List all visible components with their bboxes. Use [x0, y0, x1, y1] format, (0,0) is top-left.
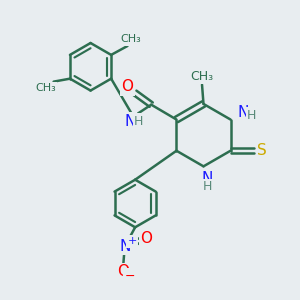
Text: CH₃: CH₃	[190, 70, 214, 83]
Text: N: N	[119, 239, 130, 254]
Text: CH₃: CH₃	[121, 34, 141, 44]
Text: N: N	[201, 171, 213, 186]
Text: H: H	[202, 180, 212, 193]
Text: +: +	[128, 236, 137, 246]
Text: O: O	[140, 231, 152, 246]
Text: N: N	[124, 113, 136, 128]
Text: O: O	[122, 79, 134, 94]
Text: H: H	[134, 115, 143, 128]
Text: S: S	[257, 143, 267, 158]
Text: O: O	[117, 264, 129, 279]
Text: −: −	[124, 270, 135, 283]
Text: N: N	[237, 105, 249, 120]
Text: H: H	[247, 109, 256, 122]
Text: CH₃: CH₃	[35, 83, 56, 93]
